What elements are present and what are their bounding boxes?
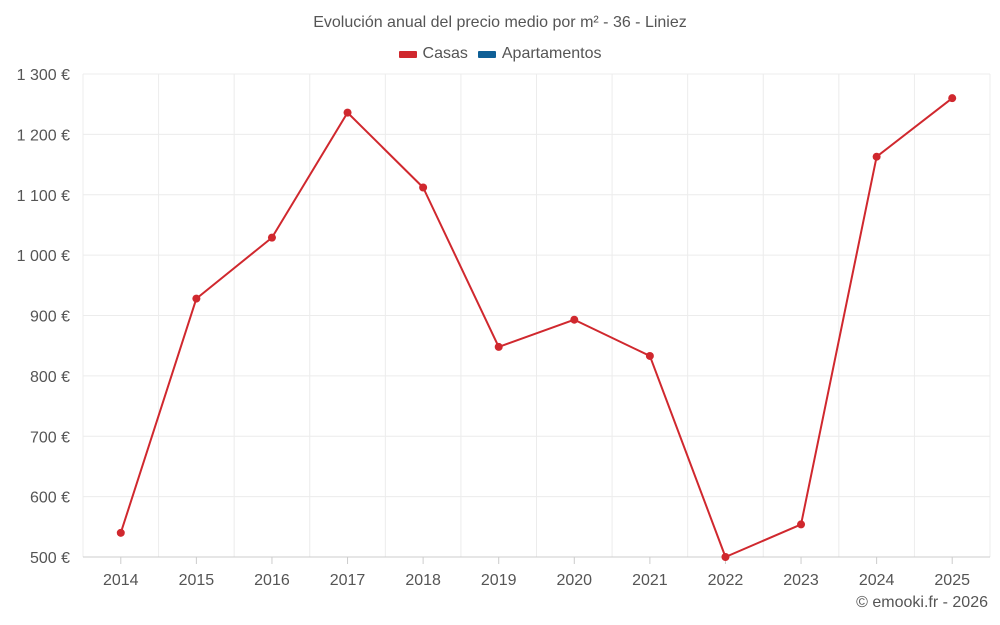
- data-point: [343, 108, 352, 117]
- y-tick-label: 600 €: [30, 490, 70, 507]
- y-tick-label: 700 €: [30, 429, 70, 446]
- data-point: [872, 152, 881, 161]
- axes: 500 € 600 € 700 € 800 € 900 € 1 000 € 1 100 € 1…: [17, 67, 990, 589]
- data-point: [645, 351, 654, 360]
- y-tick-label: 500 €: [30, 550, 70, 567]
- legend-label-casas: Casas: [422, 45, 468, 62]
- x-tick-label: 2020: [556, 572, 592, 589]
- x-tick-label: 2022: [708, 572, 744, 589]
- credit-text: © emooki.fr - 2026: [856, 594, 988, 611]
- data-point: [570, 315, 579, 324]
- grid: [82, 73, 991, 558]
- y-tick-label: 900 €: [30, 309, 70, 326]
- legend-label-apartamentos: Apartamentos: [501, 45, 602, 62]
- legend-swatch-apartamentos: [477, 50, 496, 58]
- series: [116, 94, 957, 561]
- x-tick-label: 2021: [632, 572, 668, 589]
- x-tick-label: 2017: [330, 572, 366, 589]
- legend-swatch-casas: [398, 50, 417, 58]
- y-tick-label: 1 200 €: [17, 127, 70, 144]
- x-tick-label: 2024: [859, 572, 895, 589]
- legend: Casas Apartamentos: [0, 45, 1000, 63]
- data-point: [267, 233, 276, 242]
- y-tick-label: 1 300 €: [17, 67, 70, 84]
- y-tick-label: 800 €: [30, 369, 70, 386]
- x-tick-label: 2025: [934, 572, 970, 589]
- x-tick-label: 2023: [783, 572, 819, 589]
- legend-item-apartamentos[interactable]: Apartamentos: [477, 45, 602, 63]
- data-point: [721, 553, 730, 561]
- legend-item-casas[interactable]: Casas: [398, 45, 468, 63]
- data-point: [192, 294, 201, 303]
- y-tick-label: 1 100 €: [17, 188, 70, 205]
- x-tick-label: 2014: [103, 572, 139, 589]
- y-tick-label: 1 000 €: [17, 248, 70, 265]
- x-tick-label: 2016: [254, 572, 290, 589]
- data-point: [419, 183, 428, 192]
- data-point: [797, 520, 806, 529]
- data-point: [494, 342, 503, 351]
- data-point: [948, 94, 957, 103]
- chart-title: Evolución anual del precio medio por m² …: [313, 14, 687, 31]
- x-tick-label: 2018: [405, 572, 441, 589]
- x-tick-label: 2019: [481, 572, 517, 589]
- data-point: [116, 528, 125, 537]
- series-line-casas: [119, 97, 953, 558]
- x-tick-label: 2015: [179, 572, 215, 589]
